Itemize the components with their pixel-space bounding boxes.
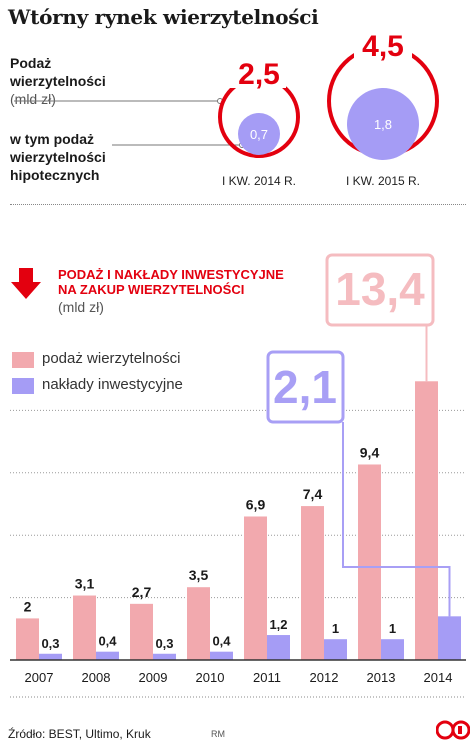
total-label-bg-2014q1 xyxy=(228,60,286,88)
period-label-2015q1: I KW. 2015 R. xyxy=(345,174,421,188)
data-label-supply-2011: 6,9 xyxy=(246,496,266,512)
callout-pointer-investment xyxy=(342,422,451,617)
callout-box-supply xyxy=(325,253,435,327)
publisher-logo-icon xyxy=(436,720,470,740)
mortgage-circle-2015q1 xyxy=(347,88,419,160)
x-tick-2014: 2014 xyxy=(424,670,453,685)
supply-label: Podaż wierzytelności xyxy=(10,55,106,89)
source-note: Źródło: BEST, Ultimo, Kruk xyxy=(8,727,151,741)
data-label-supply-2010: 3,5 xyxy=(189,567,209,583)
legend-swatch-supply xyxy=(12,352,34,368)
mortgage-label-2015q1: 1,8 xyxy=(374,117,392,132)
bar-investment-2009 xyxy=(153,653,176,660)
bar-investment-2013 xyxy=(381,639,404,660)
chart-heading: PODAŻ I NAKŁADY INWESTYCYJNE NA ZAKUP WI… xyxy=(58,267,284,297)
legend-label-investment: nakłady inwestycyjne xyxy=(42,376,183,393)
bar-supply-2007 xyxy=(16,618,39,660)
data-label-supply-2013: 9,4 xyxy=(360,444,380,460)
section-divider xyxy=(10,204,466,205)
x-tick-2013: 2013 xyxy=(367,670,396,685)
data-label-investment-2008: 0,4 xyxy=(98,634,117,649)
page-title: Wtórny rynek wierzytelności xyxy=(8,5,319,29)
bar-investment-2012 xyxy=(324,639,347,660)
author-credit: RM xyxy=(211,729,225,739)
data-label-investment-2007: 0,3 xyxy=(41,636,59,651)
x-tick-2011: 2011 xyxy=(253,670,281,685)
data-label-investment-2009: 0,3 xyxy=(155,636,173,651)
mortgage-circle-2014q1 xyxy=(238,113,280,155)
bar-supply-2014 xyxy=(415,381,438,660)
total-label-2015q1: 4,5 xyxy=(362,30,404,63)
bar-supply-2012 xyxy=(301,506,324,660)
circles-graphic: 2,5 0,7 4,5 1,8 xyxy=(14,30,439,160)
data-label-supply-2007: 2 xyxy=(24,598,32,614)
bar-supply-2009 xyxy=(130,603,153,660)
data-label-supply-2009: 2,7 xyxy=(132,584,152,600)
bar-supply-2011 xyxy=(244,516,267,660)
data-label-investment-2013: 1 xyxy=(389,621,396,636)
supply-unit-label: (mld zł) xyxy=(10,91,56,107)
total-label-bg-2015q1 xyxy=(354,32,412,60)
period-label-2014q1: I KW. 2014 R. xyxy=(221,174,297,188)
x-tick-2009: 2009 xyxy=(139,670,168,685)
data-label-investment-2010: 0,4 xyxy=(212,634,231,649)
down-arrow-icon xyxy=(11,268,41,299)
data-label-investment-2011: 1,2 xyxy=(269,617,287,632)
bar-supply-2008 xyxy=(73,595,96,660)
mortgage-label: w tym podaż wierzytelności hipotecznych xyxy=(10,131,106,183)
bar-supply-2010 xyxy=(187,587,210,660)
chart-unit: (mld zł) xyxy=(58,299,104,315)
x-tick-2007: 2007 xyxy=(25,670,54,685)
mortgage-label-2014q1: 0,7 xyxy=(250,127,268,142)
callout-label-investment: 2,1 xyxy=(273,361,337,413)
x-tick-2008: 2008 xyxy=(82,670,111,685)
bar-investment-2007 xyxy=(39,653,62,660)
bar-investment-2008 xyxy=(96,651,119,660)
bar-investment-2014 xyxy=(438,616,461,660)
data-label-supply-2012: 7,4 xyxy=(303,486,323,502)
bar-investment-2011 xyxy=(267,635,290,660)
x-tick-2010: 2010 xyxy=(196,670,225,685)
x-tick-2012: 2012 xyxy=(310,670,339,685)
bar-supply-2013 xyxy=(358,464,381,660)
callout-label-supply: 13,4 xyxy=(335,263,425,315)
total-label-2014q1: 2,5 xyxy=(238,58,280,91)
bar-investment-2010 xyxy=(210,651,233,660)
data-label-investment-2012: 1 xyxy=(332,621,339,636)
legend-swatch-investment xyxy=(12,378,34,394)
data-label-supply-2008: 3,1 xyxy=(75,576,95,592)
callout-box-investment xyxy=(266,350,345,424)
legend-label-supply: podaż wierzytelności xyxy=(42,350,181,367)
